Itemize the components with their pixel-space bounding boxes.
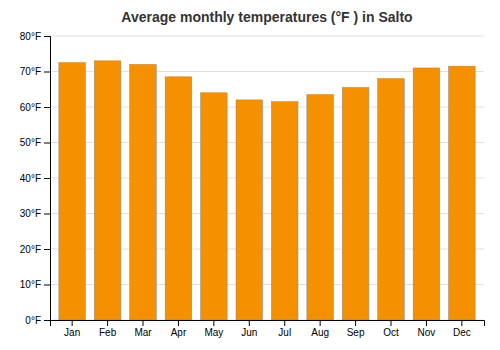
y-tick: 50°F bbox=[20, 137, 50, 148]
x-axis-line bbox=[51, 321, 485, 327]
x-tick-label: Jan bbox=[64, 327, 80, 338]
y-axis-line bbox=[44, 37, 51, 321]
x-tick: May bbox=[204, 320, 223, 338]
x-tick-mark bbox=[355, 320, 356, 326]
bars bbox=[59, 61, 475, 320]
bar bbox=[165, 77, 192, 320]
y-tick-mark bbox=[44, 249, 50, 250]
x-tick-label: Mar bbox=[134, 327, 152, 338]
bar bbox=[342, 87, 369, 320]
x-tick-mark bbox=[178, 320, 179, 326]
x-tick-label: Jul bbox=[278, 327, 291, 338]
grid-line bbox=[50, 36, 484, 37]
x-tick: Mar bbox=[134, 320, 152, 338]
x-tick-label: Dec bbox=[453, 327, 471, 338]
y-tick-label: 70°F bbox=[20, 66, 41, 77]
x-tick-mark bbox=[107, 320, 108, 326]
y-tick: 30°F bbox=[20, 208, 50, 219]
x-tick: Apr bbox=[171, 320, 187, 338]
x-tick: Sep bbox=[347, 320, 365, 338]
y-tick: 60°F bbox=[20, 102, 50, 113]
y-tick-mark bbox=[44, 143, 50, 144]
bar bbox=[271, 102, 298, 320]
bar bbox=[236, 100, 263, 320]
y-tick-label: 80°F bbox=[20, 31, 41, 42]
x-tick: Nov bbox=[418, 320, 436, 338]
x-tick-label: Apr bbox=[171, 327, 187, 338]
x-tick: Jun bbox=[241, 320, 257, 338]
y-tick-label: 10°F bbox=[20, 279, 41, 290]
x-tick-mark bbox=[461, 320, 462, 326]
y-tick-mark bbox=[44, 107, 50, 108]
x-tick-label: Feb bbox=[99, 327, 117, 338]
y-tick: 70°F bbox=[20, 66, 50, 77]
x-tick-label: May bbox=[204, 327, 223, 338]
title: Average monthly temperatures (°F ) in Sa… bbox=[121, 9, 412, 25]
bar bbox=[449, 66, 476, 320]
y-tick: 80°F bbox=[20, 31, 50, 42]
x-tick-mark bbox=[426, 320, 427, 326]
bar bbox=[307, 95, 334, 320]
x-tick: Feb bbox=[99, 320, 117, 338]
x-tick-label: Jun bbox=[241, 327, 257, 338]
y-tick-mark bbox=[44, 320, 50, 321]
y-tick: 20°F bbox=[20, 244, 50, 255]
x-tick: Dec bbox=[453, 320, 471, 338]
y-tick-mark bbox=[44, 285, 50, 286]
x-tick-label: Sep bbox=[347, 327, 365, 338]
y-tick-mark bbox=[44, 36, 50, 37]
y-tick-mark bbox=[44, 214, 50, 215]
x-tick-mark bbox=[320, 320, 321, 326]
bar bbox=[413, 68, 440, 320]
x-tick-label: Aug bbox=[311, 327, 329, 338]
grid bbox=[50, 36, 484, 320]
y-axis: 0°F 10°F 20°F 30°F 40°F 50°F 60°F 70°F 80°F bbox=[20, 31, 51, 326]
plot: 0°F 10°F 20°F 30°F 40°F 50°F 60°F 70°F 80°F Jan Fe… bbox=[20, 31, 485, 338]
y-tick: 0°F bbox=[25, 315, 50, 326]
bar bbox=[378, 79, 405, 320]
x-tick-mark bbox=[213, 320, 214, 326]
x-tick-mark bbox=[143, 320, 144, 326]
x-tick: Jan bbox=[64, 320, 80, 338]
x-tick: Oct bbox=[383, 320, 399, 338]
bar bbox=[130, 64, 157, 320]
bar bbox=[59, 63, 86, 320]
bar bbox=[201, 93, 228, 320]
x-tick-mark bbox=[72, 320, 73, 326]
x-tick-label: Nov bbox=[418, 327, 436, 338]
x-tick-mark bbox=[249, 320, 250, 326]
chart: 0°F 10°F 20°F 30°F 40°F 50°F 60°F 70°F 80°F Jan Fe… bbox=[0, 0, 500, 350]
y-tick: 40°F bbox=[20, 173, 50, 184]
x-tick: Jul bbox=[278, 320, 291, 338]
y-tick-label: 40°F bbox=[20, 173, 41, 184]
x-axis: Jan Feb Mar Apr May Jun Jul Aug Sep Oct Nov Dec bbox=[51, 320, 485, 338]
y-tick-label: 0°F bbox=[25, 315, 41, 326]
y-tick-mark bbox=[44, 178, 50, 179]
y-tick-label: 50°F bbox=[20, 137, 41, 148]
bar bbox=[94, 61, 121, 320]
x-tick-label: Oct bbox=[383, 327, 399, 338]
x-tick-mark bbox=[284, 320, 285, 326]
x-tick-mark bbox=[391, 320, 392, 326]
y-tick-mark bbox=[44, 72, 50, 73]
y-tick-label: 20°F bbox=[20, 244, 41, 255]
y-tick-label: 60°F bbox=[20, 102, 41, 113]
x-tick: Aug bbox=[311, 320, 329, 338]
y-tick-label: 30°F bbox=[20, 208, 41, 219]
y-tick: 10°F bbox=[20, 279, 50, 290]
